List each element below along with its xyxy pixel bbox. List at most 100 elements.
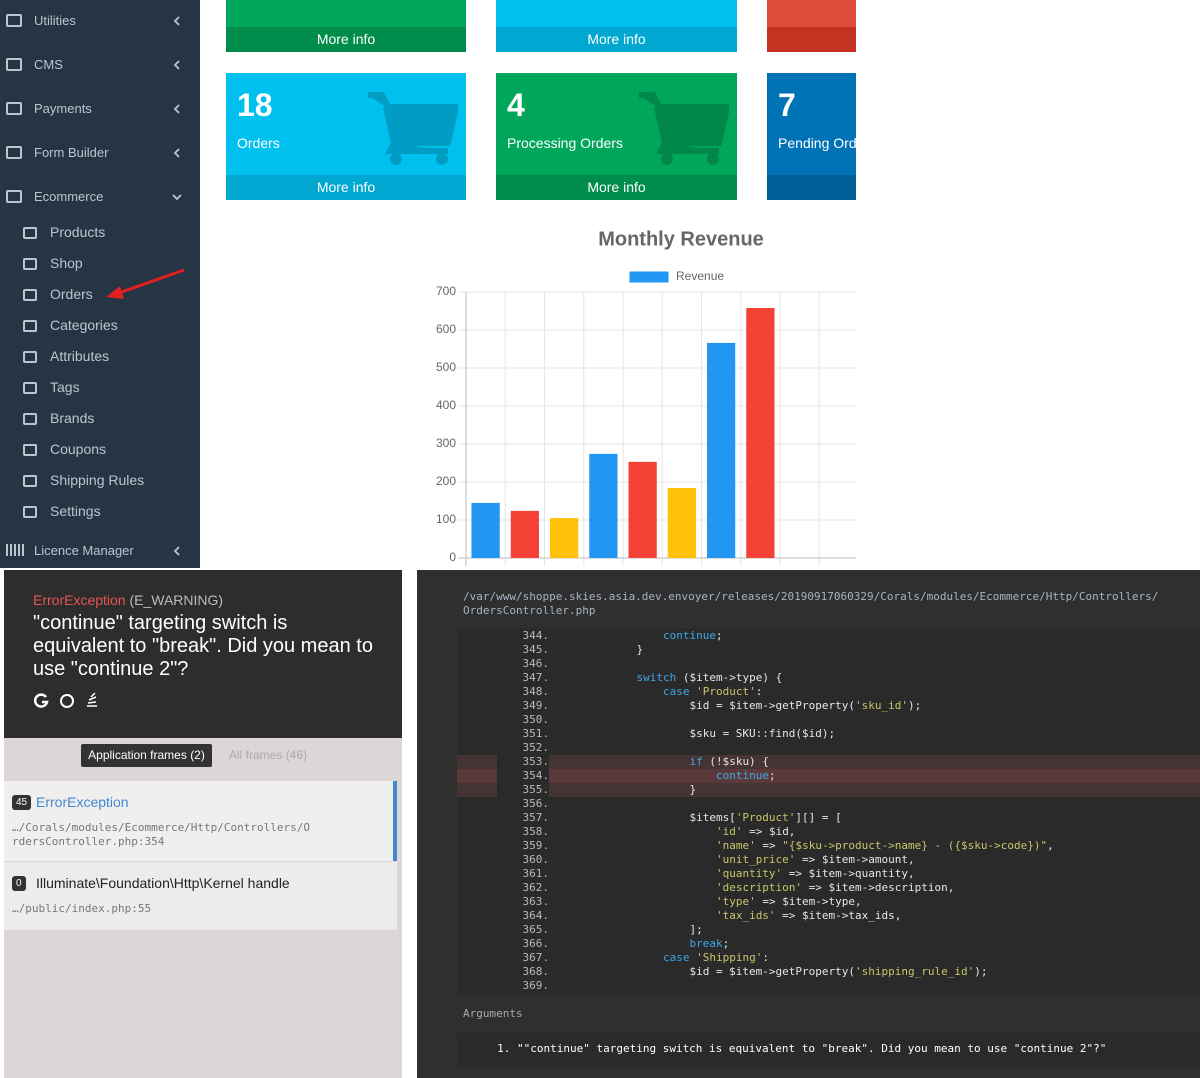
stack-frame[interactable]: 0 Illuminate\Foundation\Http\Kernel handl… (4, 862, 397, 930)
code-text: $sku = SKU::find($id); (557, 727, 836, 740)
code-text: } (557, 783, 697, 796)
stat-card: More info (496, 0, 737, 52)
code-line: 347. switch ($item->type) { (457, 671, 1200, 685)
stack-frame[interactable]: 45 ErrorException …/Corals/modules/Ecommer… (4, 781, 397, 861)
nav-subitem[interactable]: Attributes (50, 348, 110, 364)
line-number: 355. (497, 783, 549, 797)
stat-card: 4 Processing Orders More info (496, 73, 737, 200)
line-number: 348. (497, 685, 549, 699)
nav-subitem[interactable]: Orders (50, 286, 93, 302)
code-line: 346. (457, 657, 1200, 671)
card-footer[interactable]: More info (496, 175, 737, 200)
code-panel: /var/www/shoppe.skies.asia.dev.envoyer/r… (417, 570, 1200, 1078)
nav-item[interactable]: Licence Manager (34, 543, 134, 558)
line-number: 357. (497, 811, 549, 825)
y-tick-label: 200 (436, 474, 456, 488)
code-line: 359. 'name' => "{$sku->product->name} - … (457, 839, 1200, 853)
line-number: 364. (497, 909, 549, 923)
card-footer[interactable]: More info (496, 27, 737, 52)
line-number: 352. (497, 741, 549, 755)
code-line: 362. 'description' => $item->description… (457, 881, 1200, 895)
nav-item[interactable]: Ecommerce (34, 189, 104, 204)
nav-subitem[interactable]: Shipping Rules (50, 472, 145, 488)
nav-item[interactable]: CMS (34, 57, 63, 72)
duckduckgo-icon[interactable] (60, 694, 74, 708)
code-text: 'description' => $item->description, (715, 881, 955, 894)
sidebar: Utilities CMS Payments Form Builder Ecommerc… (0, 0, 200, 568)
nav-item[interactable]: Utilities (34, 13, 76, 28)
y-tick-label: 0 (449, 550, 456, 564)
nav-subitem[interactable]: Brands (50, 410, 95, 426)
code-text: continue; (715, 769, 776, 782)
y-tick-label: 100 (436, 512, 456, 526)
line-number: 359. (497, 839, 549, 853)
line-number: 360. (497, 853, 549, 867)
y-tick-label: 500 (436, 360, 456, 374)
code-line: 353. if (!$sku) { (457, 755, 1200, 769)
nav-item[interactable]: Form Builder (34, 145, 109, 160)
google-icon[interactable] (33, 693, 49, 708)
code-text: break; (689, 937, 730, 950)
code-line: 345. } (457, 643, 1200, 657)
nav-icon (23, 413, 37, 425)
code-line: 360. 'unit_price' => $item->amount, (457, 853, 1200, 867)
bar (510, 510, 540, 558)
code-text: continue; (662, 629, 723, 642)
line-number: 363. (497, 895, 549, 909)
chevron-path (173, 104, 180, 114)
legend-swatch (628, 270, 670, 284)
nav-item[interactable]: Payments (34, 101, 92, 116)
card-footer[interactable]: More info (767, 175, 856, 200)
line-number: 344. (497, 629, 549, 643)
card-value: 7 (778, 87, 796, 123)
nav-subitem[interactable]: Tags (50, 379, 80, 395)
line-number: 346. (497, 657, 549, 671)
chart-title: Monthly Revenue (598, 228, 764, 250)
code-text: 'type' => $item->type, (715, 895, 862, 908)
code-line: 351. $sku = SKU::find($id); (457, 727, 1200, 741)
frame-file: …/public/index.php:55 (12, 902, 152, 915)
code-line: 357. $items['Product'][] = [ (457, 811, 1200, 825)
code-line: 354. continue; (457, 769, 1200, 783)
nav-subitem[interactable]: Coupons (50, 441, 107, 457)
code-line: 356. (457, 797, 1200, 811)
card-label: Pending Orders (778, 135, 856, 151)
frame-file: …/Corals/modules/Ecommerce/Http/Controll… (12, 821, 311, 848)
file-path: /var/www/shoppe.skies.asia.dev.envoyer/r… (463, 590, 1159, 617)
card-footer[interactable]: More info (767, 27, 856, 52)
bar (667, 488, 697, 558)
nav-icon (23, 289, 37, 301)
nav-icon (6, 14, 22, 27)
arrow-shaft (115, 268, 185, 296)
nav-icon (6, 102, 22, 115)
chevron-path (173, 16, 180, 26)
card-footer[interactable]: More info (226, 27, 466, 52)
y-tick-label: 400 (436, 398, 456, 412)
tab-all-frames[interactable]: All frames (46) (229, 748, 308, 762)
cart-shape (368, 92, 458, 154)
card-footer[interactable]: More info (226, 175, 466, 200)
frame-class: ErrorException (36, 794, 129, 810)
line-number: 347. (497, 671, 549, 685)
code-text: 'quantity' => $item->quantity, (715, 867, 915, 880)
exception-type: (E_WARNING) (129, 592, 224, 608)
nav-subitem[interactable]: Shop (50, 255, 83, 271)
chevron (172, 194, 182, 201)
code-line: 364. 'tax_ids' => $item->tax_ids, (457, 909, 1200, 923)
cart-shape (639, 92, 729, 154)
nav-subitem[interactable]: Settings (50, 503, 101, 519)
stackoverflow-icon[interactable] (87, 692, 97, 707)
nav-subitem[interactable]: Categories (50, 317, 118, 333)
line-number: 345. (497, 643, 549, 657)
chevron-path (173, 148, 180, 158)
code-line: 361. 'quantity' => $item->quantity, (457, 867, 1200, 881)
card-value: 18 (237, 87, 273, 123)
code-text: $id = $item->getProperty('sku_id'); (557, 699, 922, 712)
tab-application-frames[interactable]: Application frames (2) (81, 744, 212, 767)
code-line: 358. 'id' => $id, (457, 825, 1200, 839)
nav-subitem[interactable]: Products (50, 224, 106, 240)
cart-wheel (436, 153, 448, 165)
code-line: 355. } (457, 783, 1200, 797)
chevron-path (173, 546, 180, 556)
card-label: Orders (237, 135, 280, 151)
